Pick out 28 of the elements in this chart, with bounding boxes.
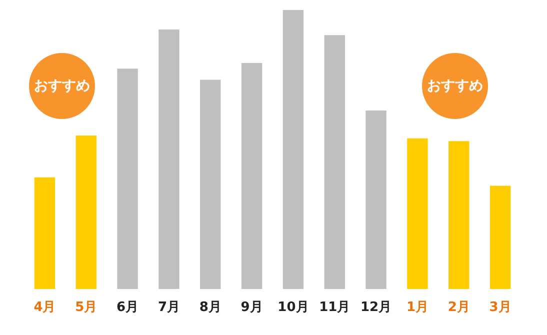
bar xyxy=(34,177,56,289)
bar xyxy=(282,10,304,289)
bar xyxy=(158,30,180,289)
bar xyxy=(407,138,428,289)
x-tick-label: 12月 xyxy=(360,300,392,315)
x-tick-label: 3月 xyxy=(489,300,512,315)
bar xyxy=(200,80,221,289)
annotation: おすすめ xyxy=(427,77,483,95)
x-tick-label: 2月 xyxy=(448,300,470,315)
x-tick-label: 10月 xyxy=(278,300,309,315)
x-tick-label: 6月 xyxy=(116,300,139,315)
bar xyxy=(324,35,345,289)
round-badge: おすすめ xyxy=(29,53,95,119)
bar xyxy=(366,110,386,289)
bar xyxy=(76,136,96,289)
x-tick-label: 7月 xyxy=(158,300,180,315)
x-tick-label: 5月 xyxy=(75,300,98,315)
round-badge: おすすめ xyxy=(422,53,488,119)
bar xyxy=(490,186,511,289)
x-tick-label: 8月 xyxy=(199,300,222,315)
bar xyxy=(241,63,262,289)
x-tick-label: 11月 xyxy=(319,300,350,315)
x-tick-label: 1月 xyxy=(406,300,428,315)
annotation: おすすめ xyxy=(34,77,90,95)
bar xyxy=(117,68,138,289)
x-tick-label: 9月 xyxy=(240,300,263,315)
x-tick-label: 4月 xyxy=(34,300,56,315)
bar xyxy=(448,141,470,289)
